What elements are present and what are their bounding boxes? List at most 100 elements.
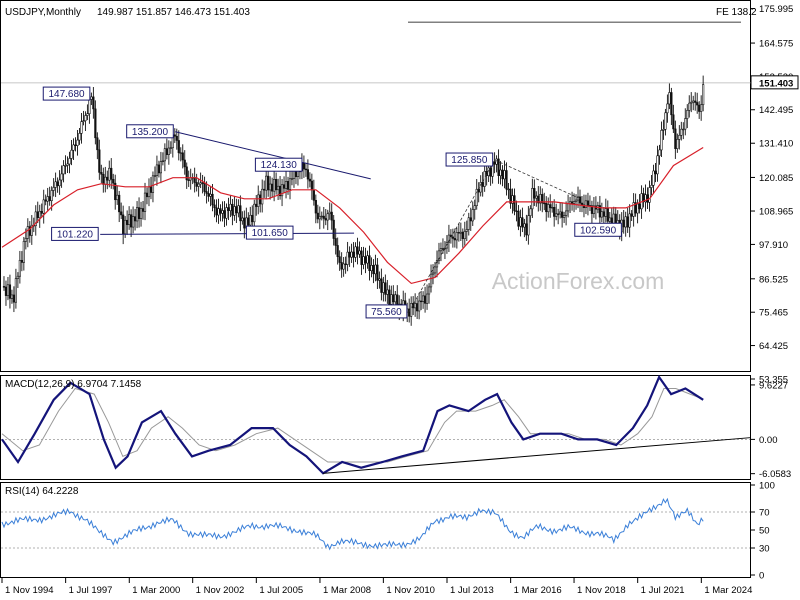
candle-body (700, 104, 703, 112)
candle-body (122, 214, 125, 235)
candle-body (14, 278, 18, 303)
candle-body (421, 295, 425, 302)
candle-body (76, 139, 79, 146)
candle-body (479, 182, 482, 193)
candle-body (139, 208, 143, 219)
price-axis-label: 164.575 (759, 39, 793, 50)
candle-body (527, 215, 530, 236)
price-annotation-box (445, 152, 494, 167)
price-annotation-box (51, 226, 99, 241)
candle-body (28, 226, 31, 236)
candle-body (598, 205, 601, 218)
candle-body (211, 193, 214, 206)
price-annotation-box (42, 86, 91, 101)
price-annotation-label: 125.850 (451, 155, 488, 166)
candle-body (56, 181, 59, 187)
candle-body (153, 175, 157, 177)
candle-body (312, 189, 315, 201)
candle-body (175, 135, 178, 141)
candle-body (340, 262, 343, 270)
candle-body (467, 217, 470, 230)
price-annotation-label: 135.200 (132, 127, 169, 138)
candle-body (376, 264, 379, 281)
candle-body (46, 196, 49, 202)
price-axis-label: 142.495 (759, 105, 793, 116)
candle-body (64, 165, 67, 167)
dashed-fib-line (408, 159, 581, 313)
candle-body (529, 208, 532, 216)
candle-body (80, 121, 83, 134)
candle-body (18, 259, 21, 277)
candle-body (670, 92, 673, 116)
candle-body (563, 215, 566, 218)
candle-body (501, 169, 504, 180)
candle-body (414, 303, 417, 309)
candle-body (600, 211, 603, 218)
candle-body (207, 193, 210, 197)
candle-body (187, 179, 190, 181)
candle-body (352, 251, 355, 258)
candle-body (147, 186, 151, 198)
price-annotation-label: 101.220 (57, 229, 94, 240)
candle-body (173, 134, 176, 137)
price-axis-label: 64.425 (759, 341, 788, 352)
price-axis-label: 131.410 (759, 139, 793, 150)
candle-body (354, 246, 357, 258)
rsi-axis-label: 30 (759, 544, 770, 555)
candle-body (273, 179, 276, 192)
candle-body (183, 159, 186, 168)
rsi-title: RSI(14) 64.2228 (5, 486, 79, 497)
candle-body (433, 266, 437, 274)
candle-body (368, 255, 371, 271)
candle-body (251, 214, 254, 223)
macd-axis-label: -6.0583 (759, 469, 791, 480)
candle-body (66, 163, 69, 166)
fe-label: FE 138.2 (716, 7, 757, 18)
candle-body (221, 210, 224, 214)
candle-body (507, 188, 510, 191)
candle-body (275, 179, 278, 191)
price-annotation-label: 102.590 (580, 225, 617, 236)
candle-body (634, 202, 637, 214)
candle-body (118, 194, 121, 213)
candle-body (243, 217, 246, 229)
candle-body (427, 286, 431, 295)
candle-body (149, 186, 153, 193)
x-axis-label: 1 Mar 2008 (323, 585, 371, 596)
price-axis: 175.995164.575153.520142.495131.410120.0… (750, 4, 799, 385)
candle-body (531, 188, 534, 210)
candle-body (362, 256, 365, 265)
sma-line (1, 146, 704, 285)
candle-body (638, 203, 641, 210)
candle-body (702, 84, 705, 106)
candle-body (84, 115, 87, 122)
candle-body (451, 236, 454, 239)
candle-body (541, 194, 544, 204)
rsi-axis-label: 0 (759, 571, 764, 582)
candle-body (580, 202, 584, 206)
candle-body (505, 170, 508, 190)
candle-body (517, 210, 520, 227)
candle-body (694, 100, 697, 103)
candle-body (674, 128, 677, 149)
candle-body (493, 161, 496, 165)
macd-axis-label: 9.6227 (759, 380, 788, 391)
candle-body (533, 188, 536, 199)
x-axis-label: 1 Mar 2000 (132, 585, 180, 596)
candle-body (388, 289, 391, 305)
candle-body (429, 273, 433, 288)
candle-body (332, 219, 335, 239)
candle-body (515, 210, 518, 212)
candle-body (255, 203, 258, 207)
x-axis-label: 1 Jul 2005 (259, 585, 303, 596)
candle-body (282, 184, 286, 189)
x-axis-label: 1 Nov 1994 (5, 585, 54, 596)
candle-body (535, 195, 538, 199)
candle-body (265, 175, 268, 191)
candle-body (215, 207, 218, 216)
price-watermark: ActionForex.com (492, 268, 665, 294)
candle-body (696, 102, 699, 106)
candle-body (133, 216, 137, 222)
price-annotation-box (126, 124, 174, 139)
